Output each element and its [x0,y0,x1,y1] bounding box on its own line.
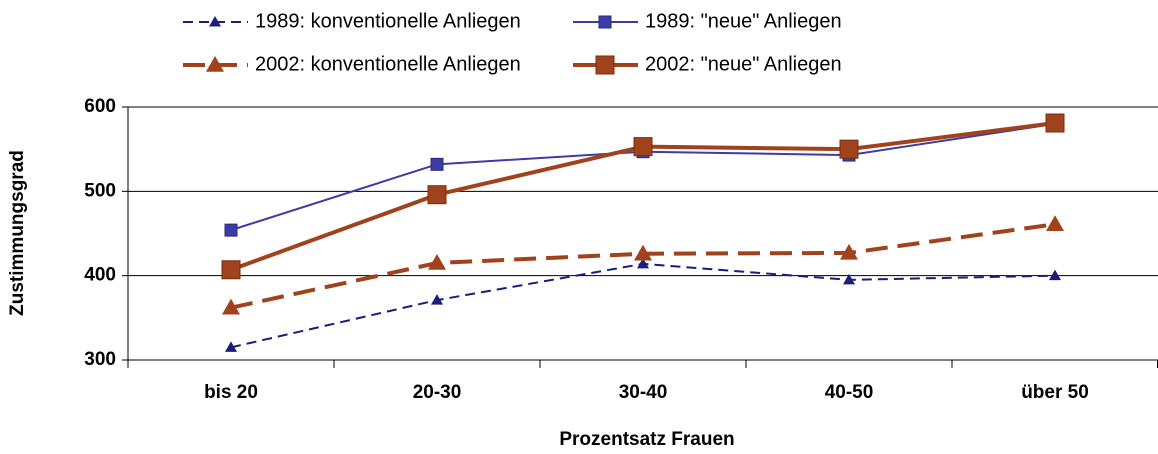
x-tick-label: 40-50 [825,382,874,403]
legend-label: 2002: "neue" Anliegen [645,53,842,75]
marker [1049,269,1061,281]
marker [430,157,444,171]
marker [633,137,653,157]
marker [637,257,649,269]
marker [1045,113,1065,133]
marker [222,298,240,315]
marker [221,260,241,280]
x-tick-label: bis 20 [204,382,258,403]
marker [843,273,855,285]
marker [1046,215,1064,231]
marker [224,223,238,237]
y-tick-label: 400 [84,265,116,286]
y-tick-label: 300 [84,349,116,370]
x-tick-label: 20-30 [413,382,462,403]
legend-label: 1989: "neue" Anliegen [645,10,842,32]
marker [209,16,221,27]
marker [431,294,443,305]
marker [428,254,446,270]
marker [634,244,652,261]
marker [206,56,224,72]
x-tick-label: 30-40 [619,382,668,403]
marker [840,243,858,260]
y-tick-label: 500 [84,180,116,201]
series-line [230,262,1056,349]
x-axis-label: Prozentsatz Frauen [559,429,734,450]
marker [595,55,615,75]
y-axis-label: Zustimmungsgrad [7,150,28,316]
marker [839,139,859,159]
marker [225,341,237,352]
y-tick-label: 600 [84,96,116,117]
marker [598,15,612,29]
x-tick-label: über 50 [1021,382,1089,403]
legend-label: 1989: konventionelle Anliegen [255,10,521,32]
legend-label: 2002: konventionelle Anliegen [255,53,521,75]
marker [427,185,447,205]
